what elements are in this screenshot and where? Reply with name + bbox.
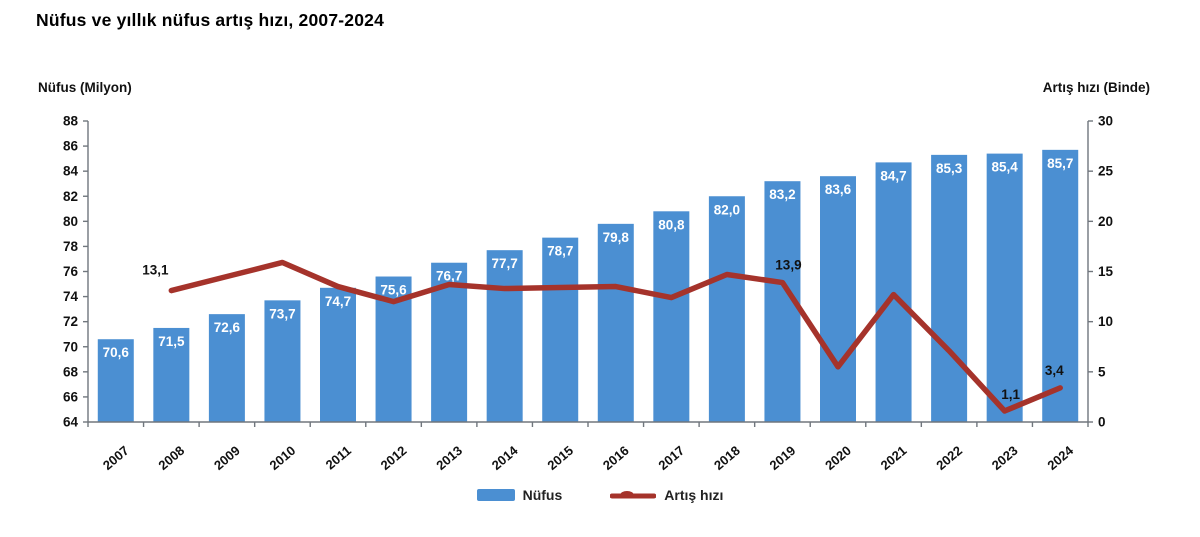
left-tick-label: 74 [63,289,79,304]
legend-bar-label: Nüfus [522,487,563,503]
bar-value-label: 76,7 [436,269,462,284]
left-tick-label: 86 [63,139,79,154]
line-value-label: 1,1 [1001,387,1020,402]
left-tick-label: 68 [63,364,79,379]
right-tick-label: 15 [1098,264,1114,279]
right-tick-label: 25 [1098,164,1114,179]
x-axis-year-label: 2022 [933,443,965,473]
bar-value-label: 77,7 [492,256,518,271]
x-axis-year-label: 2009 [211,443,243,473]
bar-2014 [486,250,523,422]
bar-2017 [653,211,690,422]
x-axis-year-label: 2023 [989,443,1021,473]
right-tick-label: 10 [1098,314,1113,329]
left-tick-label: 88 [63,114,79,129]
x-axis-year-label: 2017 [655,443,687,473]
bar-2024 [1042,149,1079,423]
left-tick-label: 80 [63,214,78,229]
legend: Nüfus Artış hızı [0,487,1200,503]
right-tick-label: 0 [1098,415,1106,430]
x-axis-year-label: 2015 [544,443,576,473]
right-tick-label: 20 [1098,214,1113,229]
bar-value-label: 73,7 [269,306,295,321]
legend-line-label: Artış hızı [664,487,724,503]
legend-item-nufus: Nüfus [476,487,563,503]
x-axis-year-label: 2019 [767,443,799,473]
chart-title: Nüfus ve yıllık nüfus artış hızı, 2007-2… [36,10,385,30]
x-axis-year-label: 2014 [489,442,521,473]
bar-value-label: 80,8 [658,217,685,232]
bar-2018 [708,196,745,422]
bar-value-label: 72,6 [214,320,241,335]
left-tick-label: 64 [63,415,79,430]
bar-value-label: 71,5 [158,334,185,349]
left-tick-label: 78 [63,239,79,254]
bar-value-label: 83,2 [769,187,795,202]
left-tick-label: 76 [63,264,79,279]
bar-2011 [320,287,356,422]
bar-value-label: 75,6 [380,283,407,298]
bar-2023 [986,153,1023,422]
x-axis-year-label: 2007 [100,443,132,473]
bar-value-label: 85,7 [1047,156,1073,171]
bar-value-label: 78,7 [547,244,573,259]
left-axis-title: Nüfus (Milyon) [38,80,132,95]
bar-value-label: 74,7 [325,294,351,309]
chart-plot: 70,6 71,5 72,6 73,7 74,7 75,6 76,7 77,7 78,7 79,8… [63,114,1114,473]
x-axis-year-label: 2008 [155,443,187,473]
x-axis-year-label: 2012 [378,443,410,473]
x-axis-year-label: 2024 [1044,442,1076,473]
line-value-label: 3,4 [1045,363,1064,378]
line-swatch-icon [610,491,657,499]
bar-2020 [820,176,856,422]
bar-swatch-icon [476,489,515,501]
left-tick-label: 70 [63,339,78,354]
x-axis-year-label: 2020 [822,443,854,473]
bar-value-label: 85,4 [992,160,1019,175]
bar-2008 [153,327,190,422]
x-axis-year-label: 2018 [711,443,743,473]
right-axis-title: Artış hızı (Binde) [1042,80,1150,95]
line-value-label: 13,1 [142,263,169,278]
x-axis-year-label: 2013 [433,443,465,473]
x-axis-year-label: 2021 [878,443,910,473]
bar-value-label: 82,0 [714,202,740,217]
left-tick-label: 66 [63,389,79,404]
bar-2007 [97,339,134,422]
bar-value-label: 83,6 [825,182,852,197]
left-tick-label: 84 [63,164,79,179]
x-axis-year-label: 2016 [600,443,632,473]
legend-item-artis-hizi: Artış hızı [610,487,723,503]
bar-2022 [931,154,968,423]
x-axis-year-label: 2011 [323,443,354,473]
bar-value-label: 70,6 [103,345,130,360]
bar-2016 [597,223,634,422]
right-tick-label: 5 [1098,364,1106,379]
right-tick-label: 30 [1098,114,1113,129]
left-tick-label: 82 [63,189,78,204]
bar-2010 [264,300,301,422]
growth-rate-line [168,259,1063,414]
bar-2015 [542,237,579,422]
x-axis-year-label: 2010 [267,443,299,473]
line-value-label: 13,9 [775,258,801,273]
bar-2009 [208,314,245,422]
bar-value-label: 84,7 [880,168,906,183]
bar-value-label: 79,8 [603,230,630,245]
bar-value-label: 85,3 [936,161,963,176]
left-tick-label: 72 [63,314,78,329]
